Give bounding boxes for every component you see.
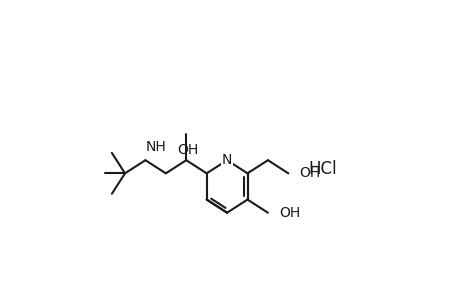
Text: NH: NH bbox=[146, 140, 166, 154]
Text: OH: OH bbox=[279, 206, 300, 220]
Text: OH: OH bbox=[177, 143, 198, 157]
Text: HCl: HCl bbox=[308, 160, 336, 178]
Text: N: N bbox=[221, 153, 232, 167]
Text: OH: OH bbox=[299, 166, 320, 180]
